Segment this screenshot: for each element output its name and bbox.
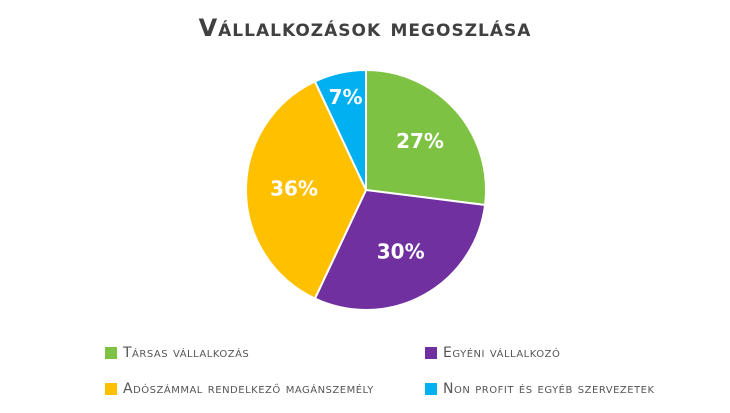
data-label: 27% bbox=[396, 129, 444, 153]
legend-swatch bbox=[105, 383, 117, 395]
data-label: 36% bbox=[270, 177, 318, 201]
pie-slice bbox=[365, 68, 487, 207]
legend-swatch bbox=[105, 347, 117, 359]
pie-slice bbox=[245, 80, 368, 300]
pie-slice bbox=[313, 188, 487, 311]
pie-slice bbox=[313, 68, 367, 191]
data-label: 7% bbox=[329, 85, 363, 109]
legend-label: Non profit és egyéb szervezetek bbox=[443, 381, 655, 397]
chart-title: Vállalkozások megoszlása bbox=[199, 14, 532, 42]
legend-label: Társas vállalkozás bbox=[122, 345, 249, 361]
legend-label: Egyéni vállalkozó bbox=[443, 345, 560, 361]
legend-label: Adószámmal rendelkező magánszemély bbox=[123, 381, 374, 397]
legend-swatch bbox=[425, 383, 437, 395]
data-label: 30% bbox=[377, 240, 425, 264]
legend-swatch bbox=[425, 347, 437, 359]
